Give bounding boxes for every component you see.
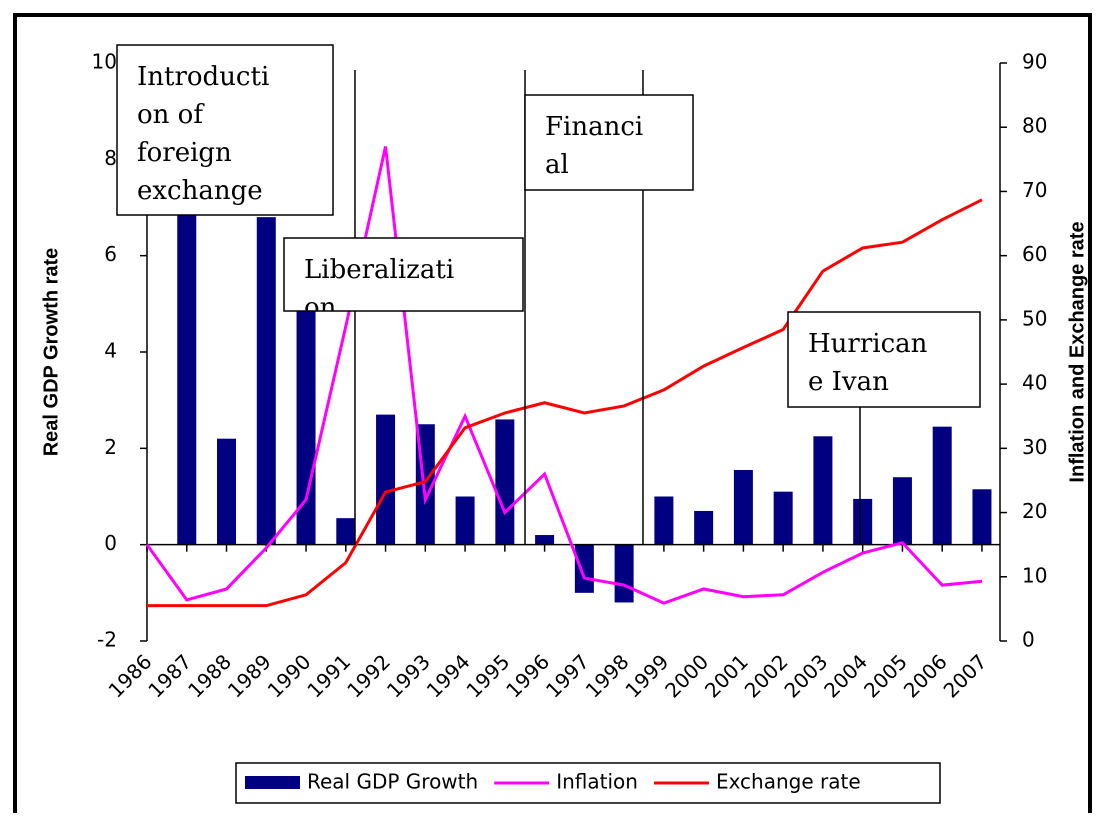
- frame: [13, 13, 1092, 813]
- y2-tick-label: 20: [1022, 499, 1047, 523]
- legend-label: Inflation: [556, 770, 638, 794]
- annotation-box: [524, 94, 694, 191]
- bar: [177, 207, 197, 545]
- bar: [972, 489, 992, 545]
- annotation-box: [283, 237, 524, 312]
- bar: [813, 436, 833, 545]
- x-tick-label: 2004: [819, 650, 872, 703]
- line-series: [145, 146, 983, 605]
- annotation-text: Liberalizati: [304, 255, 454, 285]
- x-tick-label: 2000: [660, 650, 713, 703]
- bar: [694, 510, 714, 545]
- x-tick-label: 1991: [302, 650, 355, 703]
- y-tick-label: 10: [92, 50, 117, 74]
- bar: [217, 438, 237, 545]
- bar: [773, 491, 793, 545]
- bar: [733, 470, 753, 545]
- x-tick-label: 2001: [700, 650, 753, 703]
- x-tick-label: 1989: [223, 650, 276, 703]
- y2-tick-label: 80: [1022, 114, 1047, 138]
- annotation: Hurrican e Ivan: [808, 329, 928, 397]
- x-tick-label: 2002: [740, 650, 793, 703]
- y-tick-label: 4: [104, 339, 117, 363]
- y2-tick-label: 40: [1022, 371, 1047, 395]
- legend-swatch: [245, 776, 300, 789]
- x-tick-label: 1988: [183, 650, 236, 703]
- legend-box: [235, 762, 941, 804]
- bar: [376, 414, 396, 545]
- x-tick-label: 1998: [581, 650, 634, 703]
- bar: [535, 535, 555, 545]
- x-tick-label: 2003: [779, 650, 832, 703]
- x-tick-label: 2007: [939, 650, 992, 703]
- annotation-box: [787, 311, 981, 408]
- legend-label: Exchange rate: [716, 770, 861, 794]
- annotation-text: foreign: [137, 138, 232, 168]
- annotation-text: on: [304, 293, 337, 323]
- y2-tick-label: 70: [1022, 178, 1047, 202]
- annotation-box: [116, 44, 334, 216]
- legend-label: Real GDP Growth: [307, 770, 478, 794]
- bar: [614, 544, 634, 603]
- y-tick-label: 6: [104, 242, 117, 266]
- y2-tick-label: 10: [1022, 563, 1047, 587]
- bar: [853, 498, 873, 545]
- annotation-text: al: [545, 150, 569, 180]
- annotation-text: Financi: [545, 112, 643, 142]
- x-tick-label: 1987: [143, 650, 196, 703]
- annotation: Financi al: [545, 112, 643, 180]
- y2-axis-title: Inflation and Exchange rate: [1066, 221, 1088, 482]
- annotation-text: on of: [137, 100, 205, 130]
- x-tick-label: 1994: [422, 650, 475, 703]
- annotation-text: Hurrican: [808, 329, 928, 359]
- annotation-text: e Ivan: [808, 367, 889, 397]
- annotation-text: exchange: [137, 176, 263, 206]
- y-tick-label: 0: [104, 531, 117, 555]
- bar: [574, 544, 594, 593]
- bar: [654, 496, 674, 545]
- y-tick-label: 2: [104, 435, 117, 459]
- y-tick-label: 8: [104, 146, 117, 170]
- x-tick-label: 2005: [859, 650, 912, 703]
- bar: [932, 426, 952, 545]
- y-axis-title: Real GDP Growth rate: [40, 248, 62, 457]
- bar: [336, 518, 356, 545]
- y2-tick-label: 50: [1022, 306, 1047, 330]
- bar: [892, 477, 912, 545]
- bar: [455, 496, 475, 545]
- x-tick-label: 1993: [382, 650, 435, 703]
- annotation: Liberalizati on: [304, 255, 454, 323]
- y2-tick-label: 0: [1022, 628, 1035, 652]
- bar: [256, 217, 276, 545]
- bar: [495, 419, 515, 545]
- y2-tick-label: 30: [1022, 435, 1047, 459]
- x-tick-label: 1999: [620, 650, 673, 703]
- x-tick-label: 1992: [342, 650, 395, 703]
- x-tick-label: 1996: [501, 650, 554, 703]
- y2-tick-label: 90: [1022, 50, 1047, 74]
- y2-tick-label: 60: [1022, 242, 1047, 266]
- line-series: [147, 198, 983, 608]
- x-tick-label: 1997: [541, 650, 594, 703]
- x-tick-label: 2006: [899, 650, 952, 703]
- annotation: Introducti on of foreign exchange: [137, 62, 269, 206]
- annotation-text: Introducti: [137, 62, 269, 92]
- x-tick-label: 1990: [263, 650, 316, 703]
- y-tick-label: -2: [97, 628, 117, 652]
- x-tick-label: 1986: [104, 650, 157, 703]
- x-tick-label: 1995: [461, 650, 514, 703]
